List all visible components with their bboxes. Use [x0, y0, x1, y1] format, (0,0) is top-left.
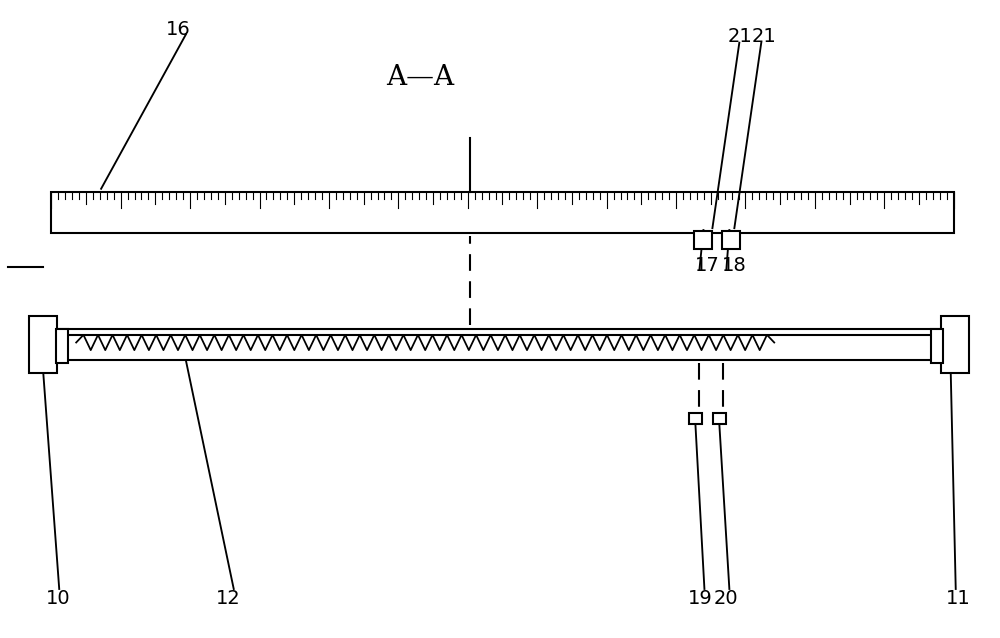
Bar	[941, 316, 969, 373]
Bar	[931, 329, 943, 364]
Text: 17: 17	[694, 255, 719, 274]
Text: 10: 10	[46, 589, 71, 608]
Bar	[51, 192, 954, 234]
Text: A—A: A—A	[386, 64, 454, 91]
Text: 21: 21	[727, 27, 752, 46]
Text: 11: 11	[946, 589, 971, 608]
Bar	[713, 413, 726, 424]
Text: 16: 16	[166, 20, 191, 40]
Text: 12: 12	[216, 589, 241, 608]
Text: 21: 21	[751, 27, 776, 46]
Bar	[56, 329, 68, 364]
Text: 19: 19	[687, 589, 712, 608]
Bar	[722, 232, 740, 249]
Bar	[689, 413, 702, 424]
Text: 20: 20	[713, 589, 738, 608]
Bar	[694, 232, 712, 249]
Text: 18: 18	[721, 255, 746, 274]
Bar	[29, 316, 57, 373]
